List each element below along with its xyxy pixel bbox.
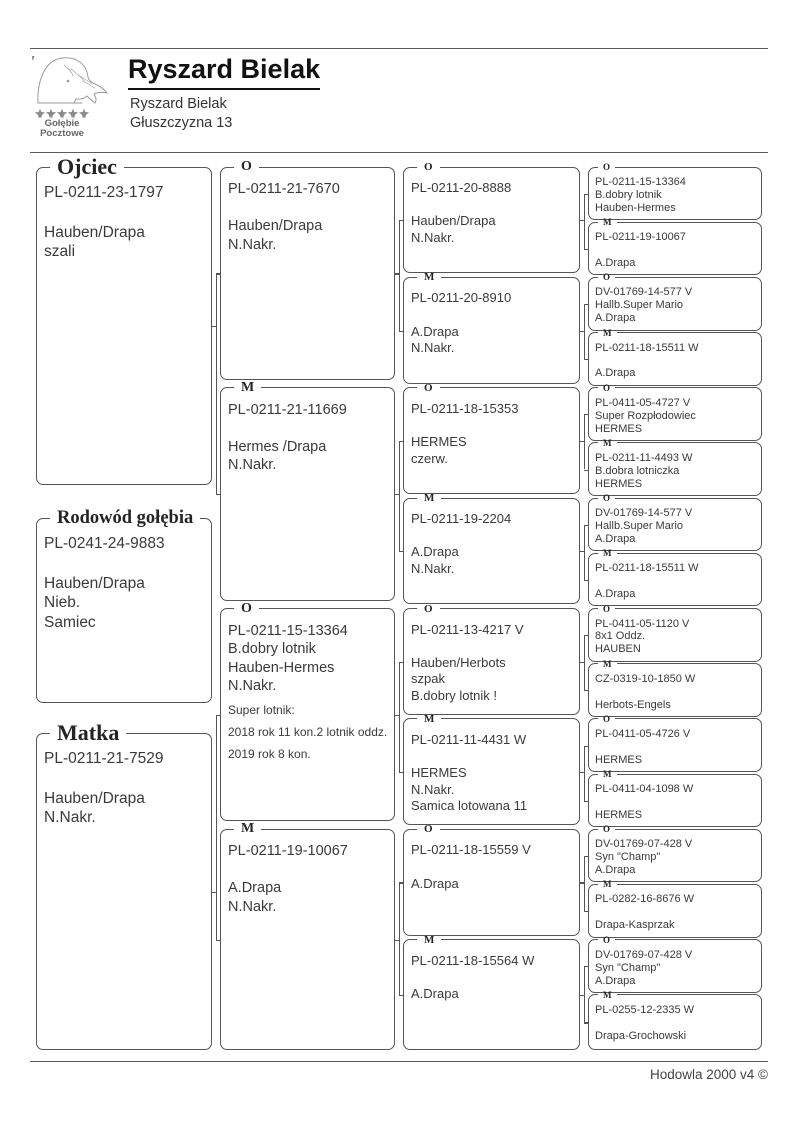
svg-text:Pocztowe: Pocztowe (40, 128, 84, 139)
